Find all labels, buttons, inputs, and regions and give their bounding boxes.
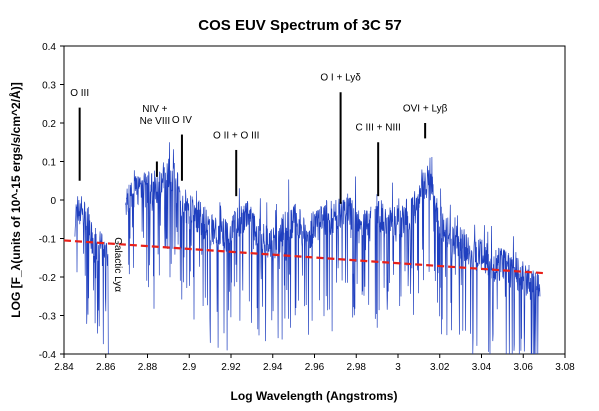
data-series: [63, 142, 545, 355]
x-tick-label: 2.84: [54, 362, 74, 373]
x-tick-label: 2.94: [263, 362, 283, 373]
x-axis-label: Log Wavelength (Angstroms): [231, 389, 398, 403]
y-tick-label: -0.1: [39, 235, 57, 246]
x-tick-label: 2.96: [305, 362, 325, 373]
spectrum-segment: [125, 142, 372, 351]
spectrum-segment: [374, 156, 541, 355]
y-tick-label: 0.4: [42, 42, 56, 53]
y-tick-label: -0.3: [39, 312, 57, 323]
x-tick-label: 2.98: [347, 362, 367, 373]
x-tick-label: 3.04: [472, 362, 492, 373]
annotation-label: OVI + Lyβ: [403, 103, 448, 114]
y-tick-label: 0.3: [42, 81, 56, 92]
annotations: O III NIV +Ne VIII O IV O II + O III O I + L…: [70, 73, 447, 293]
annotation-label: Galactic Lyα: [112, 237, 123, 292]
annotation-label: O III: [70, 88, 89, 99]
x-tick-label: 3.08: [555, 362, 575, 373]
y-tick-label: 0.2: [42, 119, 56, 130]
axis-ticks: 2.84 2.86 2.88 2.9 2.92 2.94 2.96 2.98 3 3.02 3.04…: [39, 42, 575, 373]
chart-title: COS EUV Spectrum of 3C 57: [198, 17, 401, 34]
y-tick-label: -0.2: [39, 273, 57, 284]
x-tick-label: 3.06: [514, 362, 534, 373]
x-tick-label: 2.92: [221, 362, 241, 373]
annotation-label: O IV: [172, 115, 192, 126]
continuum-fit-line: [63, 239, 545, 275]
x-tick-label: 2.88: [138, 362, 158, 373]
y-axis-label: LOG [F_λ(units of 10^-15 ergs/s/cm^2/Å)]: [8, 82, 23, 317]
annotation-label: O I + Lyδ: [320, 73, 361, 84]
annotation-label: C III + NIII: [356, 123, 401, 134]
y-tick-label: 0.1: [42, 158, 56, 169]
x-tick-label: 2.9: [182, 362, 196, 373]
y-tick-label: -0.4: [39, 350, 57, 361]
annotation-label: O II + O III: [213, 130, 259, 141]
x-tick-label: 2.86: [96, 362, 116, 373]
y-tick-label: 0: [50, 196, 56, 207]
annotation-label: Ne VIII: [140, 116, 171, 127]
x-tick-label: 3: [395, 362, 401, 373]
annotation-label: NIV +: [142, 104, 167, 115]
spectrum-segment: [74, 196, 109, 354]
x-tick-label: 3.02: [430, 362, 450, 373]
